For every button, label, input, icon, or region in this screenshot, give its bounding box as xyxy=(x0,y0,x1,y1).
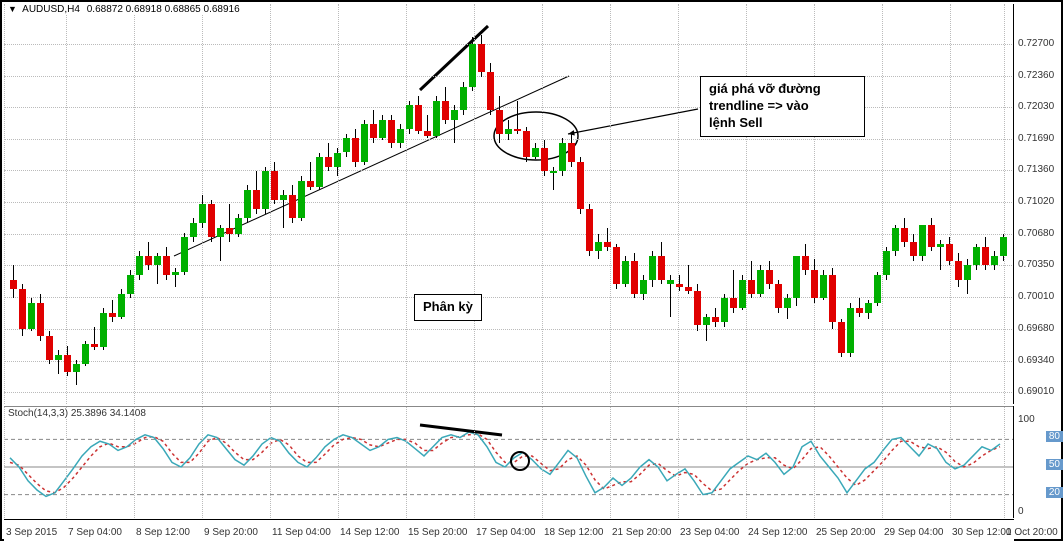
stochastic-overlay xyxy=(4,407,1014,519)
price-tick-label: 0.69010 xyxy=(1018,386,1054,397)
time-tick-label: 3 Sep 2015 xyxy=(6,527,57,538)
stoch-level-badge: 20 xyxy=(1046,487,1063,498)
stochastic-axis: 0 100 20 50 80 xyxy=(1013,406,1063,518)
price-tick-label: 0.70680 xyxy=(1018,228,1054,239)
time-tick-label: 25 Sep 20:00 xyxy=(816,527,876,538)
time-tick-label: 30 Sep 12:00 xyxy=(952,527,1012,538)
time-tick-label: 21 Sep 20:00 xyxy=(612,527,672,538)
stoch-tick-label: 100 xyxy=(1018,414,1035,425)
time-tick-label: 15 Sep 20:00 xyxy=(408,527,468,538)
stoch-tick-label: 0 xyxy=(1018,506,1024,517)
price-tick-label: 0.71360 xyxy=(1018,164,1054,175)
stoch-level-badge: 50 xyxy=(1046,459,1063,470)
price-tick-label: 0.71020 xyxy=(1018,196,1054,207)
time-tick-label: 8 Sep 12:00 xyxy=(136,527,190,538)
time-tick-label: 1 Oct 20:00 xyxy=(1006,527,1058,538)
dropdown-arrow-icon[interactable]: ▼ xyxy=(8,4,17,14)
time-axis: 3 Sep 2015 7 Sep 04:00 8 Sep 12:00 9 Sep 20… xyxy=(4,519,1014,541)
price-tick-label: 0.72360 xyxy=(1018,70,1054,81)
stochastic-title: Stoch(14,3,3) 25.3896 34.1408 xyxy=(8,408,146,419)
stoch-level-badge: 80 xyxy=(1046,431,1063,442)
ohlc-label: 0.68872 0.68918 0.68865 0.68916 xyxy=(87,4,240,15)
price-axis: 0.72700 0.72360 0.72030 0.71690 0.71360 0.710… xyxy=(1013,4,1063,404)
stochastic-panel[interactable]: Stoch(14,3,3) 25.3896 34.1408 xyxy=(4,406,1014,518)
symbol-label: AUDUSD,H4 xyxy=(22,4,80,15)
price-tick-label: 0.70010 xyxy=(1018,291,1054,302)
time-tick-label: 9 Sep 20:00 xyxy=(204,527,258,538)
time-tick-label: 17 Sep 04:00 xyxy=(476,527,536,538)
annotation-sell-signal: giá phá vỡ đườngtrendline => vàolệnh Sel… xyxy=(700,76,865,137)
time-tick-label: 7 Sep 04:00 xyxy=(68,527,122,538)
chart-title: ▼ AUDUSD,H4 0.68872 0.68918 0.68865 0.68… xyxy=(6,4,242,15)
price-tick-label: 0.72030 xyxy=(1018,101,1054,112)
price-tick-label: 0.72700 xyxy=(1018,38,1054,49)
time-tick-label: 29 Sep 04:00 xyxy=(884,527,944,538)
price-tick-label: 0.69680 xyxy=(1018,323,1054,334)
price-tick-label: 0.70350 xyxy=(1018,259,1054,270)
time-tick-label: 24 Sep 12:00 xyxy=(748,527,808,538)
time-tick-label: 23 Sep 04:00 xyxy=(680,527,740,538)
price-overlay xyxy=(4,4,1014,404)
chart-window: ▼ AUDUSD,H4 0.68872 0.68918 0.68865 0.68… xyxy=(2,2,1063,543)
annotation-divergence: Phân kỳ xyxy=(414,294,482,321)
time-tick-label: 11 Sep 04:00 xyxy=(272,527,331,538)
price-panel[interactable] xyxy=(4,4,1014,404)
time-tick-label: 18 Sep 12:00 xyxy=(544,527,604,538)
price-tick-label: 0.69340 xyxy=(1018,355,1054,366)
price-tick-label: 0.71690 xyxy=(1018,133,1054,144)
time-tick-label: 14 Sep 12:00 xyxy=(340,527,400,538)
